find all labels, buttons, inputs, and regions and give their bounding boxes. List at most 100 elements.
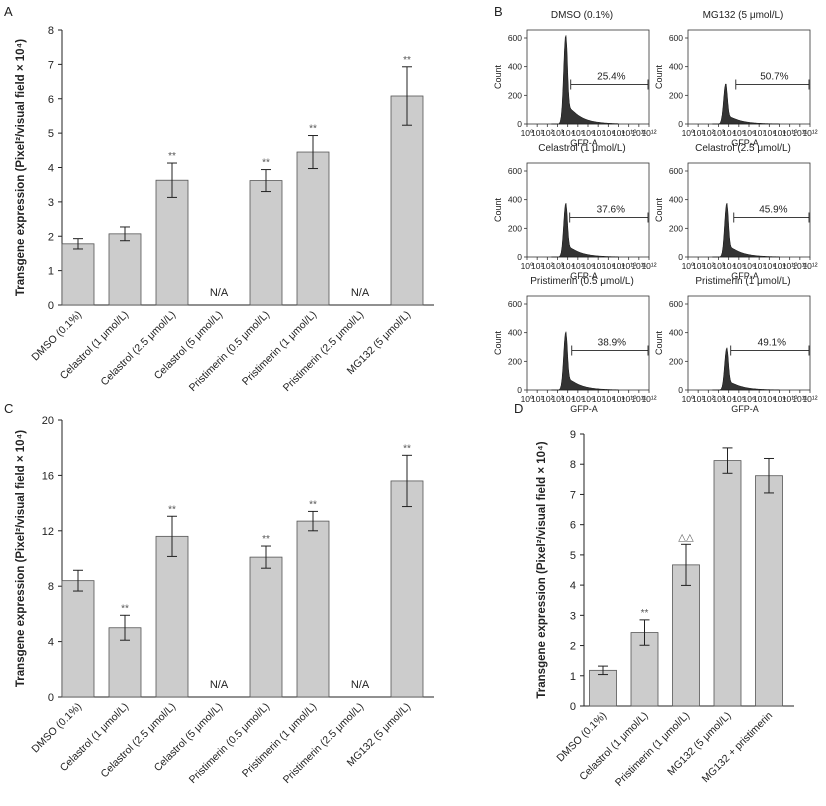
category-label-d: Pristimerin (1 μmol/L) xyxy=(613,710,692,789)
y-tick-label-d: 6 xyxy=(570,520,576,532)
histogram-x-tick-label: 10¹ xyxy=(531,261,543,271)
histogram-x-tick-label: 10⁹ xyxy=(612,261,625,271)
y-tick-label-c: 8 xyxy=(48,581,54,593)
y-tick-label-d: 3 xyxy=(570,610,576,622)
histogram-x-tick-label: 10⁵ xyxy=(571,394,584,404)
y-tick-label-d: 2 xyxy=(570,641,576,653)
histogram-y-tick-label: 200 xyxy=(508,90,522,100)
histogram-y-tick-label: 200 xyxy=(669,90,683,100)
significance-mark-c: ** xyxy=(262,534,270,545)
histogram-y-tick-label: 600 xyxy=(508,299,522,309)
histogram-x-tick-label: 10¹¹ xyxy=(792,394,807,404)
histogram-x-tick-label: 10⁰ xyxy=(682,394,695,404)
histogram-x-tick-label: 10⁶ xyxy=(582,394,595,404)
panel-label-b: B xyxy=(494,4,503,19)
flow-cytometry-histograms: DMSO (0.1%)0200400600Count10⁰10¹10²10³10… xyxy=(493,10,818,414)
histogram-y-tick-label: 400 xyxy=(508,328,522,338)
bar-a xyxy=(61,243,95,306)
histogram-title: Celastrol (1 μmol/L) xyxy=(538,143,625,154)
histogram-x-tick-label: 10⁵ xyxy=(732,128,745,138)
y-tick-label-d: 4 xyxy=(570,580,576,592)
histogram-x-tick-label: 10⁴ xyxy=(561,261,574,271)
histogram-x-tick-label: 10¹² xyxy=(802,261,817,271)
histogram-x-tick-label: 10⁴ xyxy=(722,128,735,138)
histogram-x-tick-label: 10³ xyxy=(712,128,724,138)
not-available-label-c: N/A xyxy=(351,679,370,691)
histogram-x-tick-label: 10⁰ xyxy=(682,128,695,138)
histogram-x-tick-label: 10⁸ xyxy=(763,394,776,404)
histogram-frame xyxy=(687,162,811,258)
category-label-c: Pristimerin (0.5 μmol/L) xyxy=(187,701,272,786)
histogram-x-tick-label: 10⁸ xyxy=(602,128,615,138)
not-available-label-c: N/A xyxy=(210,679,229,691)
significance-mark-c: ** xyxy=(121,603,129,614)
not-available-label-a: N/A xyxy=(351,287,370,299)
histogram-distribution xyxy=(551,35,620,125)
bar-c xyxy=(390,480,424,698)
histogram-y-tick-label: 0 xyxy=(678,119,683,129)
histogram-x-tick-label: 10⁶ xyxy=(582,261,595,271)
y-tick-label-a: 1 xyxy=(48,266,54,278)
histogram-y-tick-label: 200 xyxy=(669,223,683,233)
bar-d xyxy=(589,669,617,707)
histogram-x-tick-label: 10³ xyxy=(712,261,724,271)
y-tick-label-d: 0 xyxy=(570,701,576,713)
flow-histogram: Pristimerin (1 μmol/L) 0 200 400 600 Count 10⁰… xyxy=(654,276,818,414)
histogram-x-tick-label: 10¹¹ xyxy=(631,128,646,138)
histogram-y-label: Count xyxy=(654,65,664,90)
histogram-x-tick-label: 10⁹ xyxy=(612,394,625,404)
significance-mark-a: ** xyxy=(262,158,270,169)
histogram-title: Pristimerin (0.5 μmol/L) xyxy=(530,276,634,287)
histogram-x-tick-label: 10³ xyxy=(551,394,563,404)
histogram-x-label: GFP-A xyxy=(570,271,598,281)
y-tick-label-d: 9 xyxy=(570,429,576,441)
histogram-x-tick-label: 10³ xyxy=(551,128,563,138)
histogram-x-tick-label: 10² xyxy=(541,394,553,404)
histogram-y-tick-label: 400 xyxy=(669,328,683,338)
histogram-frame xyxy=(526,295,650,391)
histogram-distribution xyxy=(712,83,780,125)
histogram-x-label: GFP-A xyxy=(731,404,759,414)
histogram-y-tick-label: 600 xyxy=(669,33,683,43)
significance-mark-a: ** xyxy=(309,124,317,135)
category-label-d: Celastrol (1 μmol/L) xyxy=(577,710,650,783)
category-label-a: Pristimerin (0.5 μmol/L) xyxy=(187,309,272,394)
histogram-x-tick-label: 10⁵ xyxy=(732,394,745,404)
histogram-y-label: Count xyxy=(654,198,664,223)
histogram-y-label: Count xyxy=(493,331,503,356)
histogram-x-tick-label: 10¹⁰ xyxy=(621,261,637,271)
histogram-x-tick-label: 10⁷ xyxy=(592,394,605,404)
y-axis-label-d: Transgene expression (Pixel²/visual fiel… xyxy=(536,441,548,698)
y-tick-label-d: 5 xyxy=(570,550,576,562)
bar-c xyxy=(249,556,283,698)
histogram-x-tick-label: 10⁵ xyxy=(571,261,584,271)
histogram-frame xyxy=(687,295,811,391)
y-tick-label-a: 7 xyxy=(48,59,54,71)
histogram-x-label: GFP-A xyxy=(731,138,759,148)
histogram-x-tick-label: 10⁹ xyxy=(612,128,625,138)
bar-d xyxy=(713,460,742,707)
bar-a xyxy=(155,179,189,306)
histogram-x-tick-label: 10⁷ xyxy=(753,394,766,404)
bar-a xyxy=(249,180,283,306)
y-tick-label-c: 16 xyxy=(42,470,54,482)
histogram-y-tick-label: 600 xyxy=(508,166,522,176)
category-label-a: Pristimerin (2.5 μmol/L) xyxy=(281,309,366,394)
gate-percentage: 50.7% xyxy=(760,72,788,83)
histogram-x-tick-label: 10¹⁰ xyxy=(782,128,798,138)
histogram-x-tick-label: 10⁹ xyxy=(773,394,786,404)
bar-c xyxy=(296,520,330,698)
histogram-x-tick-label: 10¹² xyxy=(802,128,817,138)
bar-d xyxy=(672,564,700,707)
histogram-x-tick-label: 10⁴ xyxy=(722,261,735,271)
histogram-x-tick-label: 10¹⁰ xyxy=(782,394,798,404)
histogram-x-tick-label: 10¹ xyxy=(531,128,543,138)
histogram-y-tick-label: 0 xyxy=(517,252,522,262)
significance-mark-c: ** xyxy=(309,499,317,510)
y-axis-label-a: Transgene expression (Pixel²/visual fiel… xyxy=(15,39,27,296)
y-tick-label-a: 4 xyxy=(48,163,54,175)
histogram-x-tick-label: 10⁶ xyxy=(582,128,595,138)
y-tick-label-a: 0 xyxy=(48,300,54,312)
histogram-x-tick-label: 10² xyxy=(702,394,714,404)
histogram-y-tick-label: 0 xyxy=(517,385,522,395)
